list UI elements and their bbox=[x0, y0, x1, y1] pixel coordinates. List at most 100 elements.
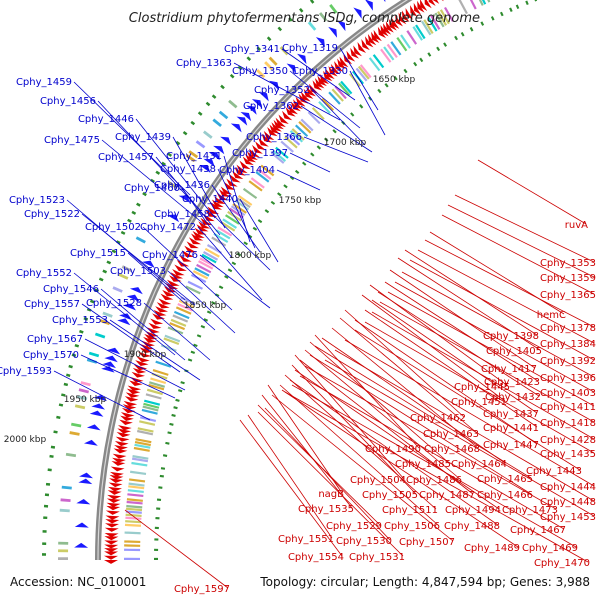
reverse-gene bbox=[121, 407, 136, 414]
cog-gene-outer bbox=[185, 154, 196, 163]
forward-gene bbox=[203, 158, 215, 168]
cog-gene-outer bbox=[329, 4, 338, 14]
cog-gene-inner bbox=[275, 146, 289, 159]
reverse-gene bbox=[105, 510, 120, 515]
reverse-gene bbox=[287, 104, 298, 115]
forward-gene bbox=[167, 214, 180, 223]
inner-label-leader bbox=[387, 291, 595, 407]
cog-gene-inner bbox=[427, 16, 438, 32]
outer-gene-label: Cphy_1593 bbox=[0, 366, 52, 377]
reverse-gene bbox=[162, 289, 175, 297]
cog-gene-inner bbox=[192, 270, 209, 280]
inner-gene-label: Cphy_1473 bbox=[502, 505, 558, 516]
inner-gene-label: Cphy_1530 bbox=[336, 536, 392, 547]
cog-gene-outer bbox=[99, 319, 111, 326]
outer-gene-label: Cphy_1557 bbox=[24, 299, 80, 310]
gc-skew-mark bbox=[350, 112, 355, 117]
inner-label-leader bbox=[361, 294, 506, 402]
cog-gene-inner bbox=[230, 205, 246, 217]
inner-gene-label: Cphy_1398 bbox=[483, 331, 539, 342]
inner-label-leader bbox=[401, 271, 595, 378]
gc-skew-mark bbox=[127, 218, 132, 223]
cog-gene-inner bbox=[260, 164, 275, 177]
gc-skew-mark bbox=[45, 482, 51, 486]
outer-gene-label: Cphy_1567 bbox=[27, 334, 83, 345]
gc-skew-mark bbox=[53, 430, 58, 434]
forward-gene bbox=[208, 151, 220, 161]
forward-gene bbox=[91, 403, 106, 410]
inner-gene-label: Cphy_1488 bbox=[444, 521, 500, 532]
cog-gene-inner bbox=[128, 482, 145, 487]
gc-skew-mark bbox=[227, 268, 233, 273]
scale-label: 1700 kbp bbox=[324, 138, 367, 148]
cog-gene-inner bbox=[291, 128, 305, 141]
cog-gene-inner bbox=[170, 318, 187, 327]
cog-gene-inner bbox=[280, 140, 294, 153]
outer-gene-label: Cphy_1436 bbox=[154, 180, 210, 191]
outer-gene-label: Cphy_1350 bbox=[232, 66, 288, 77]
gc-skew-mark bbox=[120, 230, 126, 235]
gc-skew-mark bbox=[49, 454, 54, 458]
cog-gene-inner bbox=[204, 247, 220, 258]
gc-skew-mark bbox=[203, 318, 209, 322]
gc-skew-mark bbox=[460, 31, 465, 37]
gc-skew-mark bbox=[310, 152, 315, 157]
cog-gene-inner bbox=[155, 360, 172, 368]
gc-skew-mark bbox=[515, 4, 520, 10]
outer-gene-label: Cphy_1404 bbox=[219, 165, 275, 176]
cog-gene-inner bbox=[430, 15, 441, 30]
cog-gene-inner bbox=[148, 383, 165, 391]
reverse-gene bbox=[395, 14, 403, 27]
cog-gene-outer bbox=[59, 508, 70, 513]
reverse-gene bbox=[295, 96, 306, 107]
forward-gene bbox=[365, 0, 373, 11]
gc-skew-mark bbox=[43, 504, 49, 508]
reverse-gene bbox=[174, 264, 187, 272]
gc-skew-mark bbox=[283, 184, 288, 189]
outer-label-leader bbox=[300, 105, 373, 153]
reverse-gene bbox=[104, 527, 119, 532]
inner-label-leader bbox=[417, 249, 595, 344]
cog-gene-inner bbox=[289, 130, 304, 143]
gc-skew-mark bbox=[142, 192, 147, 197]
gc-skew-mark bbox=[196, 334, 202, 338]
reverse-gene bbox=[117, 428, 132, 434]
gc-skew-mark bbox=[509, 7, 513, 13]
outer-gene-label: Cphy_1456 bbox=[40, 96, 96, 107]
inner-label-leader bbox=[257, 411, 404, 557]
reverse-gene bbox=[239, 160, 251, 170]
reverse-gene bbox=[232, 170, 244, 179]
cog-gene-outer bbox=[188, 150, 199, 159]
reverse-gene bbox=[119, 419, 133, 425]
cog-gene-inner bbox=[412, 26, 423, 41]
genome-rings bbox=[42, 0, 538, 564]
cog-gene-inner bbox=[368, 57, 381, 72]
inner-gene-label: Cphy_1411 bbox=[540, 402, 596, 413]
outer-gene-label: Cphy_1319 bbox=[282, 43, 338, 54]
reverse-gene bbox=[150, 318, 164, 325]
reverse-gene bbox=[385, 21, 394, 33]
reverse-gene bbox=[325, 68, 335, 80]
cog-gene-inner bbox=[141, 408, 158, 415]
gc-skew-mark bbox=[256, 46, 262, 52]
gc-skew-mark bbox=[229, 73, 235, 79]
cog-gene-outer bbox=[58, 549, 69, 553]
inner-gene-label: Cphy_1444 bbox=[540, 482, 596, 493]
inner-label-leader bbox=[271, 394, 454, 542]
reverse-gene bbox=[124, 396, 139, 402]
cog-gene-outer bbox=[61, 485, 72, 490]
reverse-gene bbox=[181, 250, 195, 257]
reverse-gene bbox=[350, 47, 359, 59]
forward-gene bbox=[101, 366, 115, 373]
inner-label-leader bbox=[409, 259, 595, 361]
gc-skew-mark bbox=[190, 120, 196, 126]
cog-gene-inner bbox=[130, 470, 147, 476]
reverse-gene bbox=[137, 351, 152, 358]
outer-gene-label: Cphy_1366 bbox=[246, 132, 302, 143]
gc-skew-mark bbox=[131, 210, 137, 215]
outer-label-leader bbox=[127, 252, 216, 331]
inner-label-leader bbox=[294, 354, 405, 480]
inner-gene-label: Cphy_1365 bbox=[540, 290, 596, 301]
outer-label-leader bbox=[142, 226, 233, 311]
inner-gene-label: Cphy_1403 bbox=[540, 388, 596, 399]
